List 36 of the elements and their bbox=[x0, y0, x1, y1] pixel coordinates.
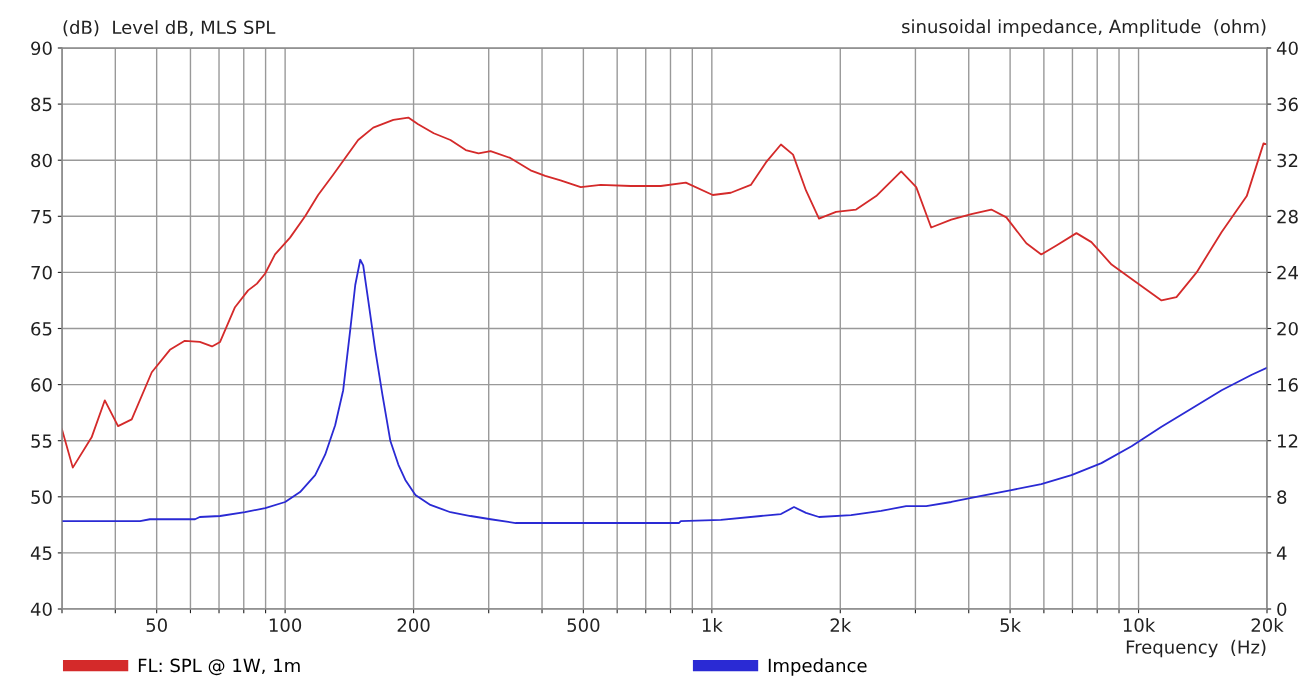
y2-tick-label: 40 bbox=[1276, 41, 1298, 56]
x-tick-label: 500 bbox=[567, 618, 600, 632]
y2-tick-label: 12 bbox=[1278, 434, 1298, 448]
x-tick-label: 1k bbox=[702, 618, 723, 632]
y-tick-label: 60 bbox=[31, 378, 52, 392]
x-axis-title: Frequency (Hz) bbox=[1126, 639, 1266, 658]
y-tick-label: 85 bbox=[31, 97, 52, 112]
y2-tick-label: 36 bbox=[1277, 97, 1298, 112]
y-tick-label: 65 bbox=[31, 321, 52, 336]
y-tick-label: 80 bbox=[31, 153, 52, 168]
y2-tick-label: 4 bbox=[1276, 546, 1287, 560]
y2-tick-label: 32 bbox=[1277, 153, 1298, 168]
y2-tick-label: 24 bbox=[1277, 265, 1298, 280]
y-tick-label: 70 bbox=[31, 265, 52, 280]
y2-tick-label: 8 bbox=[1277, 490, 1287, 504]
y-tick-label: 40 bbox=[30, 602, 52, 617]
legend-label: Impedance bbox=[768, 658, 867, 676]
y-tick-label: 50 bbox=[31, 490, 52, 504]
x-tick-label: 50 bbox=[146, 618, 167, 632]
y-tick-label: 75 bbox=[31, 210, 52, 224]
x-tick-label: 20k bbox=[1251, 618, 1284, 632]
y-tick-label: 45 bbox=[30, 546, 52, 561]
y-tick-label: 90 bbox=[31, 41, 52, 56]
y-axis-title: (dB) Level dB, MLS SPL bbox=[63, 20, 276, 37]
y2-axis-title: sinusoidal impedance, Amplitude (ohm) bbox=[902, 19, 1266, 37]
y2-tick-label: 28 bbox=[1277, 209, 1298, 224]
y-tick-label: 55 bbox=[31, 434, 52, 448]
x-tick-label: 5k bbox=[1000, 618, 1022, 632]
x-tick-label: 10k bbox=[1123, 618, 1156, 632]
x-tick-label: 2k bbox=[830, 618, 852, 632]
legend-label: FL: SPL @ 1W, 1m bbox=[138, 658, 300, 676]
y2-tick-label: 0 bbox=[1277, 602, 1287, 617]
y2-tick-label: 16 bbox=[1278, 378, 1298, 392]
x-tick-label: 200 bbox=[397, 618, 430, 632]
y2-tick-label: 20 bbox=[1277, 321, 1298, 336]
x-tick-label: 100 bbox=[269, 618, 302, 632]
